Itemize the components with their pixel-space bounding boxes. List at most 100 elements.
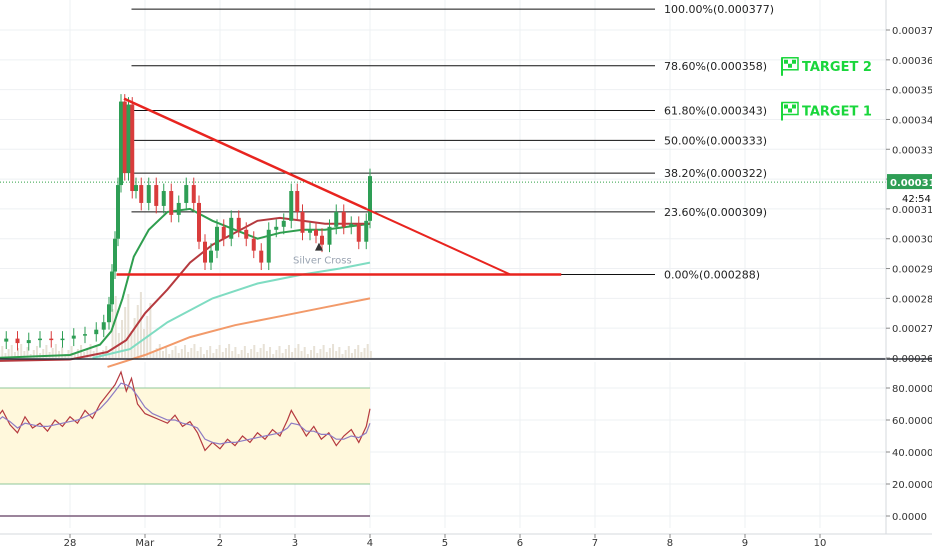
volume-bar <box>316 353 319 358</box>
candle-body <box>221 226 226 239</box>
volume-bar <box>89 344 92 358</box>
volume-bar <box>161 351 164 358</box>
volume-bar <box>369 351 372 358</box>
volume-bar <box>35 346 38 358</box>
volume-bar <box>193 344 196 358</box>
oscillator-pane <box>0 362 886 528</box>
fib-label: 0.00%(0.000288) <box>664 269 760 282</box>
volume-bar <box>168 354 171 358</box>
volume-bar <box>272 354 275 358</box>
volume-bar <box>341 354 344 358</box>
volume-bar <box>310 350 312 358</box>
volume-bar <box>328 348 331 358</box>
time-tick-label: 10 <box>814 538 827 549</box>
target-flag: TARGET 2 <box>781 57 872 76</box>
fib-label: 50.00%(0.000333) <box>664 134 767 147</box>
volume-bar <box>180 349 183 358</box>
volume-bar <box>300 351 303 358</box>
candle-body <box>295 191 300 212</box>
oscillator-band <box>0 388 370 484</box>
time-tick-label: Mar <box>135 538 155 549</box>
candle-body <box>229 217 234 239</box>
osc-tick-label: 0.0000 <box>892 512 927 523</box>
osc-tick-label: 40.0000 <box>892 448 932 459</box>
volume-bar <box>259 348 262 358</box>
volume-bar <box>67 350 70 358</box>
candle-body <box>184 185 189 203</box>
volume-bar <box>284 349 287 358</box>
volume-bar <box>303 347 306 358</box>
candle-body <box>244 229 249 239</box>
time-tick-label: 7 <box>592 538 598 549</box>
candle-body <box>197 202 201 242</box>
volume-bar <box>190 348 193 358</box>
volume-bar <box>158 344 161 358</box>
fib-label: 38.20%(0.000322) <box>664 167 767 180</box>
time-tick-label: 28 <box>64 538 77 549</box>
candle-body <box>203 241 207 263</box>
candle-body <box>146 185 151 203</box>
volume-bar <box>344 350 347 358</box>
triangle-upper-line[interactable] <box>123 97 367 211</box>
volume-bar <box>139 292 142 358</box>
volume-bar <box>149 303 152 358</box>
volume-bar <box>73 353 76 358</box>
volume-bar <box>86 348 89 358</box>
price-pane: 100.00%(0.000377) 78.60%(0.000358) 61.80%(… <box>0 0 886 368</box>
osc-tick-label: 20.0000 <box>892 480 932 491</box>
candle-body <box>38 338 42 341</box>
candle-body <box>4 338 9 342</box>
volume-bar <box>7 349 10 358</box>
volume-bar <box>247 353 249 358</box>
volume-bar <box>250 349 253 358</box>
volume-bar <box>294 348 297 358</box>
candle-body <box>341 211 346 227</box>
volume-bar <box>363 348 366 358</box>
candle-body <box>259 250 264 263</box>
volume-bar <box>281 353 284 358</box>
candle-body <box>209 250 213 263</box>
candle-body <box>119 101 123 186</box>
candle-body <box>26 340 31 344</box>
moving-average-line <box>0 216 370 362</box>
candle-body <box>169 191 174 215</box>
fib-label: 61.80%(0.000343) <box>664 105 767 118</box>
volume-bar <box>133 318 136 358</box>
volume-bar <box>174 346 177 358</box>
volume-bar <box>357 345 360 358</box>
candle-body <box>356 223 361 242</box>
volume-bar <box>23 351 26 358</box>
volume-bar <box>42 349 45 358</box>
volume-bar <box>234 347 237 358</box>
candle-body <box>60 338 65 341</box>
volume-bar <box>237 354 240 358</box>
volume-bar <box>26 347 29 358</box>
volume-bar <box>262 344 265 358</box>
target-label: TARGET 2 <box>802 60 872 75</box>
candle-body <box>139 185 144 203</box>
time-tick-label: 2 <box>217 538 223 549</box>
volume-bar <box>4 353 7 358</box>
moving-average-line <box>107 297 371 368</box>
volume-bar <box>1 346 4 358</box>
volume-bar <box>350 353 353 358</box>
current-price-badge <box>887 174 932 190</box>
volume-bar <box>32 350 35 358</box>
volume-bar <box>215 349 218 358</box>
moving-average-line <box>92 261 371 359</box>
annotation-label: Silver Cross <box>293 256 352 267</box>
candle-body <box>154 185 159 206</box>
candle-body <box>368 176 372 221</box>
time-tick-label: 9 <box>742 538 748 549</box>
volume-bar <box>212 353 215 358</box>
volume-bar <box>199 347 202 358</box>
volume-bar <box>278 346 281 358</box>
candle-body <box>191 185 196 203</box>
